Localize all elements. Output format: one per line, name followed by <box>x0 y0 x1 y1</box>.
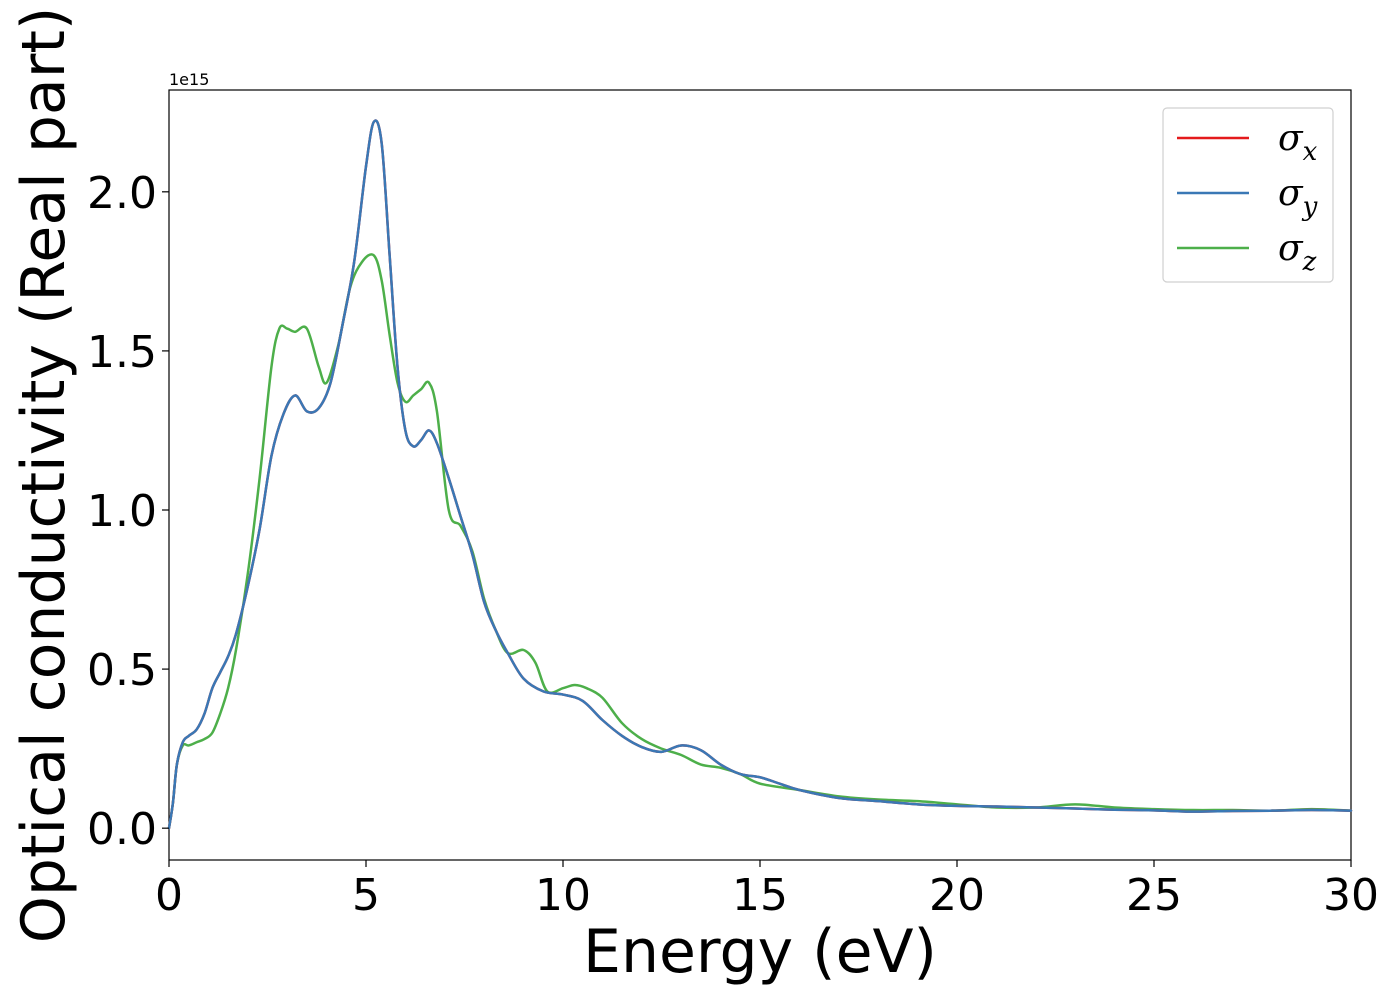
x-tick-label: 30 <box>1323 870 1379 921</box>
y-tick-label: 0.0 <box>87 804 157 855</box>
legend-label-y: σy <box>1278 173 1318 222</box>
legend-label-subscript: y <box>1302 192 1318 222</box>
x-axis-label: Energy (eV) <box>583 917 937 987</box>
y-offset-label: 1e15 <box>169 70 209 89</box>
y-axis-label: Optical conductivity (Real part) <box>9 7 79 944</box>
series-line-z <box>167 253 1353 830</box>
legend-label-z: σz <box>1278 228 1317 277</box>
y-tick-label: 2.0 <box>87 168 157 219</box>
legend-label-x: σx <box>1278 118 1318 167</box>
legend-label-subscript: z <box>1302 247 1317 277</box>
y-tick-label: 1.5 <box>87 327 157 378</box>
legend-label-base: σ <box>1278 228 1304 269</box>
x-tick-label: 25 <box>1126 870 1182 921</box>
x-tick-label: 5 <box>352 870 380 921</box>
x-tick-label: 20 <box>929 870 985 921</box>
y-axis-ticks: 0.0 0.5 1.0 1.5 2.0 <box>87 168 169 855</box>
series-lines <box>167 119 1353 830</box>
legend-label-base: σ <box>1278 173 1304 214</box>
legend-box <box>1162 107 1334 283</box>
plot-frame <box>168 89 1352 861</box>
legend-label-subscript: x <box>1303 137 1318 167</box>
x-tick-label: 10 <box>535 870 591 921</box>
x-axis-ticks: 0 5 10 15 20 25 30 <box>155 860 1379 921</box>
x-tick-label: 15 <box>732 870 788 921</box>
plot-area <box>167 89 1353 861</box>
y-tick-label: 1.0 <box>87 486 157 537</box>
legend-label-base: σ <box>1278 118 1304 159</box>
series-line-y <box>167 119 1353 830</box>
x-tick-label: 0 <box>155 870 183 921</box>
y-tick-label: 0.5 <box>87 645 157 696</box>
